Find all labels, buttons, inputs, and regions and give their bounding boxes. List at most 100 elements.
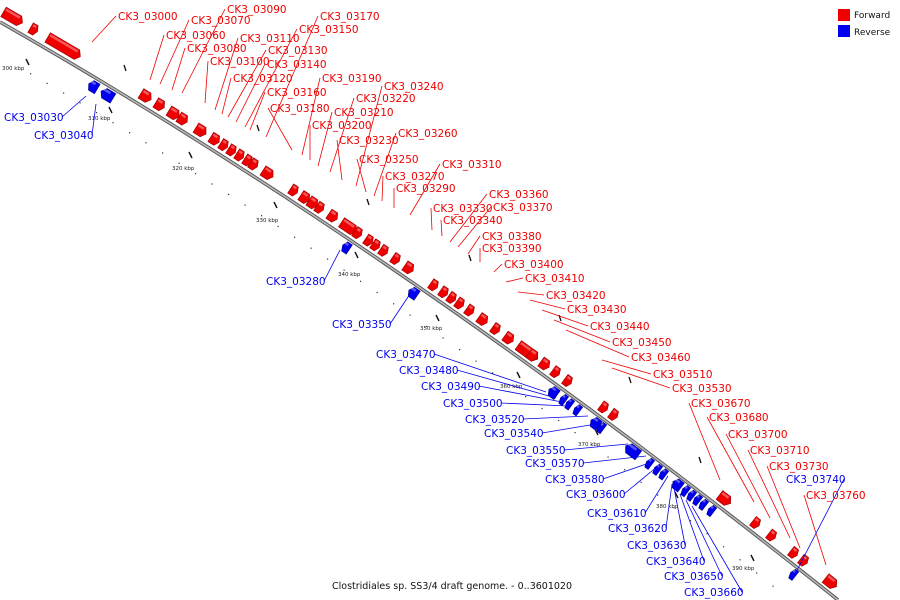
forward-gene-CK3_03090 (175, 111, 188, 126)
reverse-gene-CK3_03030 (88, 80, 101, 95)
leader-line (611, 367, 671, 389)
reverse-gene-CK3_03630 (686, 489, 698, 502)
gene-label-CK3_03610: CK3_03610 (587, 508, 647, 520)
leader-line (323, 249, 341, 282)
minor-tick (360, 280, 362, 282)
gene-label-CK3_03710: CK3_03710 (750, 445, 810, 457)
minor-tick (376, 291, 378, 294)
leader-line (329, 97, 355, 173)
minor-tick (30, 73, 32, 75)
gene-label-CK3_03620: CK3_03620 (608, 523, 668, 535)
gene-label-CK3_03660: CK3_03660 (684, 587, 744, 599)
forward-gene-edge-0 (0, 6, 23, 26)
outer-tick (628, 376, 632, 384)
forward-gene-CK3_03440 (537, 356, 551, 371)
gene-label-CK3_03040: CK3_03040 (34, 130, 94, 142)
forward-gene-CK3_03310 (401, 260, 415, 275)
forward-gene-CK3_03060 (137, 88, 152, 103)
tick-label: 370 kbp (578, 442, 601, 448)
gene-label-CK3_03470: CK3_03470 (376, 349, 436, 361)
forward-gene-CK3_03710 (787, 545, 800, 559)
forward-gene-CK3_03240 (351, 226, 363, 240)
major-tick (188, 151, 193, 159)
leader-line (747, 449, 791, 539)
minor-tick (772, 585, 774, 587)
tick-layer: 300 kbp 310 kbp 320 kbp 330 kbp 340 kbp 350 k… (2, 58, 774, 587)
legend-reverse-swatch (838, 25, 850, 37)
minor-tick (409, 314, 411, 316)
gene-label-CK3_03170: CK3_03170 (320, 11, 380, 23)
forward-gene-CK3_03070 (152, 97, 165, 112)
forward-gene-CK3_03760 (821, 573, 838, 589)
gene-label-CK3_03130: CK3_03130 (268, 45, 328, 57)
gene-label-CK3_03090: CK3_03090 (227, 4, 287, 16)
tick-label: 350 kbp (420, 326, 443, 332)
forward-gene-CK3_03270 (377, 243, 389, 257)
forward-gene-CK3_03330 (427, 278, 439, 292)
forward-gene-CK3_03110 (207, 131, 220, 146)
gene-label-CK3_03070: CK3_03070 (191, 15, 251, 27)
leader-line (409, 163, 441, 216)
gene-label-CK3_03430: CK3_03430 (567, 304, 627, 316)
forward-gene-CK3_03150 (241, 153, 253, 167)
leader-line (244, 28, 298, 128)
forward-gene-CK3_03390 (475, 312, 489, 326)
leader-line (601, 359, 652, 375)
leader-line (565, 329, 630, 358)
leader-line (433, 353, 547, 393)
minor-tick (261, 215, 263, 217)
forward-gene-CK3_03210 (313, 200, 325, 214)
leader-line (457, 206, 492, 248)
outer-tick (698, 456, 702, 464)
minor-tick (640, 481, 642, 483)
minor-tick (574, 432, 576, 434)
gene-label-CK3_03670: CK3_03670 (691, 398, 751, 410)
leader-line (355, 85, 383, 187)
outer-tick (256, 124, 260, 132)
leader-line (317, 111, 333, 167)
leader-line (249, 91, 266, 131)
leader-line (644, 475, 669, 514)
minor-tick (426, 325, 428, 328)
minor-tick (228, 193, 230, 196)
leader-line (529, 299, 566, 310)
forward-gene-edge-1 (27, 22, 39, 36)
leader-line (159, 19, 190, 85)
gene-label-CK3_03220: CK3_03220 (356, 93, 416, 105)
major-tick (354, 251, 359, 259)
minor-tick (706, 533, 708, 535)
leader-line (61, 95, 87, 118)
leader-line (336, 139, 343, 181)
forward-gene-CK3_03140 (233, 148, 245, 162)
gene-label-CK3_03460: CK3_03460 (631, 352, 691, 364)
forward-gene-CK3_03190 (297, 190, 311, 204)
minor-tick (343, 269, 345, 271)
forward-gene-CK3_03290 (389, 251, 401, 265)
gene-label-CK3_03210: CK3_03210 (334, 107, 394, 119)
minor-tick (162, 152, 164, 154)
forward-gene-CK3_03220 (325, 208, 339, 223)
gene-label-CK3_03760: CK3_03760 (806, 490, 866, 502)
outer-tick (366, 198, 370, 206)
gene-label-CK3_03400: CK3_03400 (504, 259, 564, 271)
reverse-gene-CK3_03540 (596, 421, 608, 435)
gene-label-CK3_03600: CK3_03600 (566, 489, 626, 501)
minor-tick (739, 559, 741, 561)
legend-reverse-label: Reverse (854, 28, 891, 38)
gene-label-CK3_03080: CK3_03080 (187, 43, 247, 55)
gene-label-CK3_03340: CK3_03340 (443, 215, 503, 227)
leader-line (171, 47, 186, 91)
forward-gene-CK3_03410 (501, 330, 515, 345)
forward-gene-CK3_03700 (765, 528, 777, 542)
major-tick (108, 106, 113, 114)
gene-label-CK3_03740: CK3_03740 (786, 474, 846, 486)
forward-gene-CK3_03380 (463, 303, 475, 317)
gene-label-CK3_03280: CK3_03280 (266, 276, 326, 288)
gene-label-CK3_03410: CK3_03410 (525, 273, 585, 285)
minor-tick (558, 419, 560, 422)
gene-label-CK3_03440: CK3_03440 (590, 321, 650, 333)
gene-label-CK3_03550: CK3_03550 (506, 445, 566, 457)
forward-gene-CK3_03130 (225, 143, 237, 157)
forward-gene-CK3_03450 (549, 365, 561, 379)
minor-tick (178, 162, 180, 164)
